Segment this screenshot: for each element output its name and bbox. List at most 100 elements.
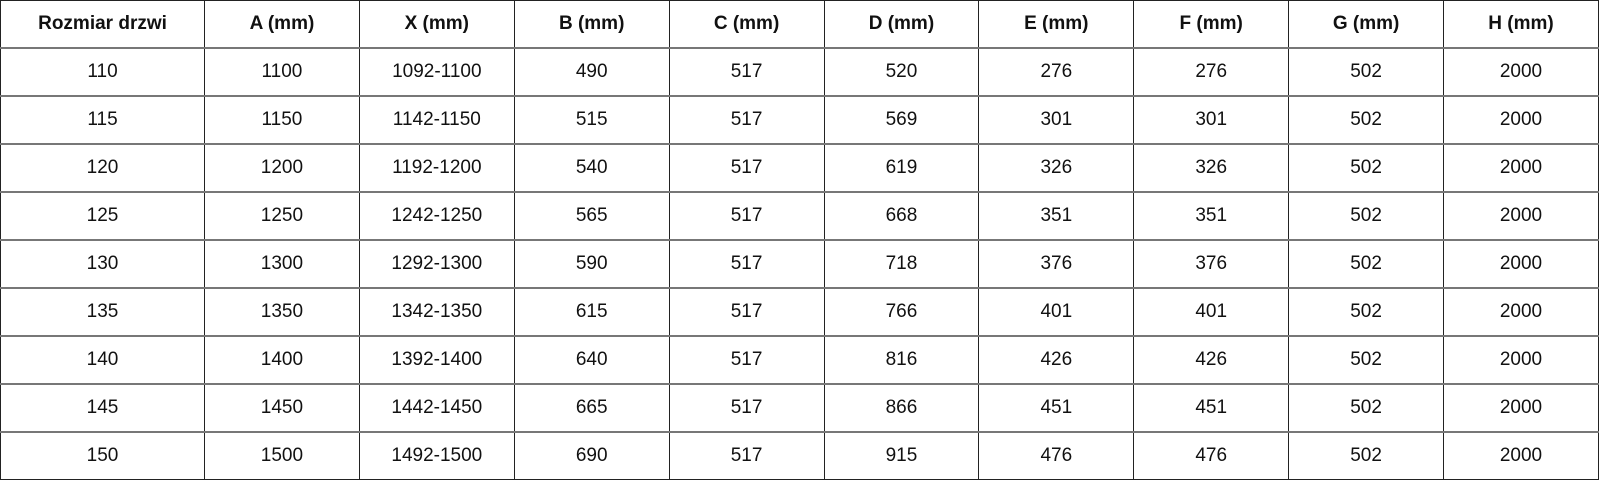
table-cell: 140 [0, 335, 205, 385]
column-header: C (mm) [668, 0, 825, 49]
header-row: Rozmiar drzwi A (mm) X (mm) B (mm) C (mm) D (… [0, 0, 1599, 49]
table-cell: 115 [0, 95, 205, 145]
table-cell: 590 [513, 239, 670, 289]
table-cell: 502 [1288, 47, 1444, 97]
table-cell: 1500 [204, 431, 360, 480]
table-cell: 502 [1288, 287, 1444, 337]
table-row: 130 1300 1292-1300 590 517 718 376 376 502 2000 [0, 239, 1599, 289]
table-cell: 502 [1288, 143, 1444, 193]
table-cell: 1342-1350 [358, 287, 515, 337]
table-cell: 816 [823, 335, 980, 385]
table-cell: 520 [823, 47, 980, 97]
table-cell: 569 [823, 95, 980, 145]
table-cell: 640 [513, 335, 670, 385]
table-cell: 476 [1133, 431, 1290, 480]
table-cell: 426 [978, 335, 1135, 385]
table-cell: 2000 [1443, 47, 1599, 97]
table-cell: 2000 [1443, 143, 1599, 193]
table-cell: 1442-1450 [358, 383, 515, 433]
table-cell: 145 [0, 383, 205, 433]
table-cell: 517 [668, 335, 825, 385]
table-cell: 517 [668, 431, 825, 480]
table-cell: 540 [513, 143, 670, 193]
table-cell: 1250 [204, 191, 360, 241]
table-cell: 915 [823, 431, 980, 480]
table-cell: 668 [823, 191, 980, 241]
column-header: E (mm) [978, 0, 1135, 49]
table-cell: 665 [513, 383, 670, 433]
table-cell: 2000 [1443, 287, 1599, 337]
table-cell: 517 [668, 191, 825, 241]
table-cell: 1492-1500 [358, 431, 515, 480]
table-cell: 565 [513, 191, 670, 241]
table-row: 150 1500 1492-1500 690 517 915 476 476 502 2000 [0, 431, 1599, 480]
table-cell: 866 [823, 383, 980, 433]
table-cell: 502 [1288, 191, 1444, 241]
table-cell: 276 [1133, 47, 1290, 97]
table-cell: 718 [823, 239, 980, 289]
table-cell: 130 [0, 239, 205, 289]
table-cell: 490 [513, 47, 670, 97]
table-row: 110 1100 1092-1100 490 517 520 276 276 502 2000 [0, 47, 1599, 97]
column-header: A (mm) [204, 0, 360, 49]
table-cell: 1100 [204, 47, 360, 97]
table-cell: 517 [668, 383, 825, 433]
table-cell: 1350 [204, 287, 360, 337]
table-cell: 1192-1200 [358, 143, 515, 193]
table-cell: 1400 [204, 335, 360, 385]
table-cell: 1300 [204, 239, 360, 289]
table-cell: 502 [1288, 335, 1444, 385]
table-cell: 619 [823, 143, 980, 193]
table-cell: 502 [1288, 239, 1444, 289]
column-header: B (mm) [513, 0, 670, 49]
table-row: 135 1350 1342-1350 615 517 766 401 401 502 2000 [0, 287, 1599, 337]
table-cell: 120 [0, 143, 205, 193]
table-cell: 426 [1133, 335, 1290, 385]
column-header: Rozmiar drzwi [0, 0, 205, 49]
table-cell: 517 [668, 47, 825, 97]
table-cell: 2000 [1443, 239, 1599, 289]
table-cell: 517 [668, 287, 825, 337]
table-cell: 150 [0, 431, 205, 480]
table-row: 115 1150 1142-1150 515 517 569 301 301 502 2000 [0, 95, 1599, 145]
table-cell: 125 [0, 191, 205, 241]
table-cell: 1450 [204, 383, 360, 433]
column-header: F (mm) [1133, 0, 1290, 49]
table-cell: 2000 [1443, 95, 1599, 145]
table-cell: 502 [1288, 95, 1444, 145]
table-cell: 451 [978, 383, 1135, 433]
table-cell: 301 [978, 95, 1135, 145]
table-cell: 1200 [204, 143, 360, 193]
table-cell: 1142-1150 [358, 95, 515, 145]
table-cell: 1392-1400 [358, 335, 515, 385]
column-header: D (mm) [823, 0, 980, 49]
column-header: G (mm) [1288, 0, 1444, 49]
table-cell: 1150 [204, 95, 360, 145]
table-cell: 1092-1100 [358, 47, 515, 97]
table-cell: 690 [513, 431, 670, 480]
table-cell: 766 [823, 287, 980, 337]
table-cell: 517 [668, 239, 825, 289]
table-cell: 2000 [1443, 383, 1599, 433]
table-cell: 135 [0, 287, 205, 337]
table-cell: 376 [978, 239, 1135, 289]
table-cell: 502 [1288, 431, 1444, 480]
table-row: 120 1200 1192-1200 540 517 619 326 326 502 2000 [0, 143, 1599, 193]
table-cell: 376 [1133, 239, 1290, 289]
table-cell: 515 [513, 95, 670, 145]
table-cell: 326 [1133, 143, 1290, 193]
table-cell: 2000 [1443, 431, 1599, 480]
table-cell: 451 [1133, 383, 1290, 433]
table-cell: 276 [978, 47, 1135, 97]
column-header: H (mm) [1443, 0, 1599, 49]
table-cell: 476 [978, 431, 1135, 480]
table-cell: 2000 [1443, 191, 1599, 241]
table-cell: 401 [978, 287, 1135, 337]
table-cell: 326 [978, 143, 1135, 193]
table-cell: 517 [668, 95, 825, 145]
table-row: 125 1250 1242-1250 565 517 668 351 351 502 2000 [0, 191, 1599, 241]
table-cell: 615 [513, 287, 670, 337]
table-row: 140 1400 1392-1400 640 517 816 426 426 502 2000 [0, 335, 1599, 385]
column-header: X (mm) [358, 0, 515, 49]
